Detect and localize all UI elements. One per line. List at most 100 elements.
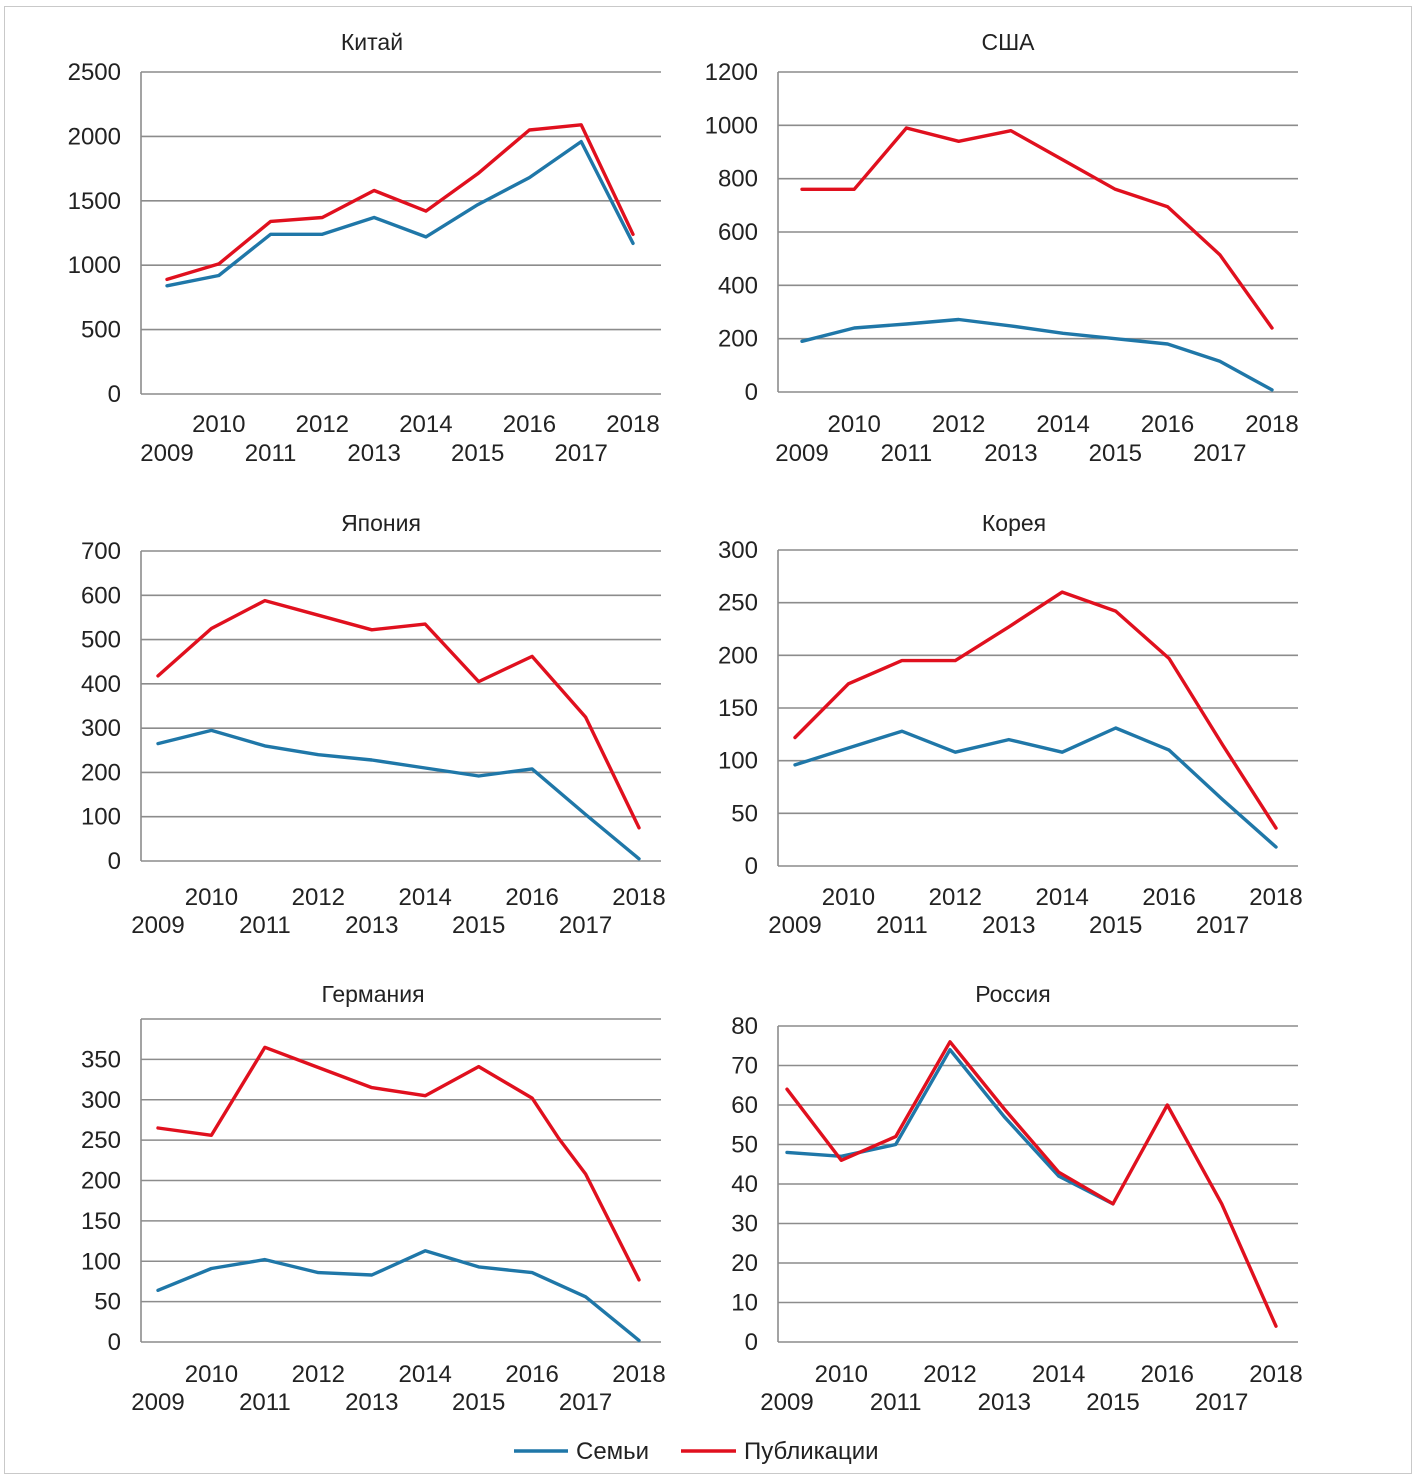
x-tick-label: 2011 xyxy=(881,440,933,467)
x-tick-label: 2018 xyxy=(1249,884,1302,911)
x-tick-label: 2010 xyxy=(192,411,245,438)
x-tick-label: 2014 xyxy=(1036,884,1089,911)
y-tick-label: 350 xyxy=(81,1046,121,1073)
x-tick-label: 2012 xyxy=(292,1361,345,1388)
series-line-families xyxy=(165,139,635,288)
figure-frame xyxy=(4,6,1412,1474)
y-tick-label: 500 xyxy=(81,627,121,654)
x-tick-label: 2016 xyxy=(503,411,556,438)
y-tick-label: 40 xyxy=(731,1171,758,1198)
x-tick-label: 2011 xyxy=(239,1389,291,1416)
chart-title: Германия xyxy=(321,981,424,1007)
y-tick-label: 150 xyxy=(718,695,758,722)
x-tick-label: 2017 xyxy=(1196,912,1249,939)
x-tick-label: 2012 xyxy=(923,1361,976,1388)
y-tick-label: 60 xyxy=(731,1092,758,1119)
x-tick-label: 2013 xyxy=(345,912,398,939)
chart-panel: США 0 200 400 600 800 1000 1200 2009201020112012… xyxy=(705,29,1299,467)
x-tick-label: 2012 xyxy=(929,884,982,911)
y-tick-label: 50 xyxy=(731,1132,758,1159)
chart-panel: Россия0102030405060708020092010201120122… xyxy=(731,981,1302,1416)
x-tick-label: 2009 xyxy=(760,1389,813,1416)
y-tick-label: 200 xyxy=(81,759,121,786)
x-tick-label: 2017 xyxy=(1195,1389,1248,1416)
y-tick-label: 200 xyxy=(718,326,758,353)
y-tick-label: 250 xyxy=(718,590,758,617)
chart-panel: Китай05001000150020002500200920102011201… xyxy=(68,29,661,467)
chart-title: Россия xyxy=(975,981,1050,1007)
x-tick-label: 2010 xyxy=(815,1361,868,1388)
y-tick-label: 300 xyxy=(718,537,758,564)
y-tick-label: 10 xyxy=(731,1290,758,1317)
x-tick-label: 2016 xyxy=(505,1361,558,1388)
x-tick-label: 2014 xyxy=(399,411,452,438)
chart-title: Китай xyxy=(341,29,403,55)
series-line-families xyxy=(793,726,1278,849)
x-tick-label: 2014 xyxy=(1036,411,1089,438)
y-tick-label: 150 xyxy=(81,1208,121,1235)
y-tick-label: 1000 xyxy=(705,112,758,139)
x-tick-label: 2018 xyxy=(1249,1361,1302,1388)
x-tick-label: 2010 xyxy=(822,884,875,911)
y-tick-label: 1500 xyxy=(68,188,121,215)
legend: Семьи Публикации xyxy=(514,1438,879,1465)
y-tick-label: 2000 xyxy=(68,123,121,150)
y-tick-label: 70 xyxy=(731,1053,758,1080)
x-tick-label: 2016 xyxy=(1141,411,1194,438)
x-tick-label: 2009 xyxy=(775,440,828,467)
y-tick-label: 100 xyxy=(81,804,121,831)
y-tick-label: 1000 xyxy=(68,252,121,279)
y-tick-label: 400 xyxy=(718,272,758,299)
x-tick-label: 2009 xyxy=(131,912,184,939)
series-line-publications xyxy=(800,126,1274,330)
y-tick-label: 0 xyxy=(108,1329,121,1356)
x-tick-label: 2013 xyxy=(345,1389,398,1416)
x-tick-label: 2012 xyxy=(292,884,345,911)
y-tick-label: 600 xyxy=(81,582,121,609)
x-tick-label: 2013 xyxy=(978,1389,1031,1416)
x-tick-label: 2016 xyxy=(1142,884,1195,911)
x-tick-label: 2018 xyxy=(1245,411,1298,438)
y-tick-label: 400 xyxy=(81,671,121,698)
x-tick-label: 2013 xyxy=(984,440,1037,467)
x-tick-label: 2012 xyxy=(932,411,985,438)
chart-title: Япония xyxy=(341,510,421,536)
x-tick-label: 2016 xyxy=(505,884,558,911)
y-tick-label: 0 xyxy=(745,1329,758,1356)
y-tick-label: 0 xyxy=(108,848,121,875)
x-tick-label: 2017 xyxy=(559,1389,612,1416)
x-tick-label: 2014 xyxy=(399,884,452,911)
chart-panel: Япония 0 100 200 300 400 500 600 700 200920102011… xyxy=(81,510,666,939)
y-tick-label: 250 xyxy=(81,1127,121,1154)
y-tick-label: 50 xyxy=(94,1289,121,1316)
x-tick-label: 2015 xyxy=(452,1389,505,1416)
x-tick-label: 2018 xyxy=(612,1361,665,1388)
series-line-families xyxy=(156,1249,641,1343)
y-tick-label: 500 xyxy=(81,317,121,344)
x-tick-label: 2018 xyxy=(606,411,659,438)
y-tick-label: 200 xyxy=(81,1168,121,1195)
series-line-families xyxy=(785,1048,1115,1206)
y-tick-label: 800 xyxy=(718,166,758,193)
x-tick-label: 2017 xyxy=(1193,440,1246,467)
series-line-publications xyxy=(156,1045,641,1282)
x-tick-label: 2011 xyxy=(245,440,297,467)
series-line-publications xyxy=(165,123,635,282)
y-tick-label: 600 xyxy=(718,219,758,246)
y-tick-label: 2500 xyxy=(68,59,121,86)
x-tick-label: 2012 xyxy=(296,411,349,438)
series-line-families xyxy=(156,728,641,861)
series-line-families xyxy=(800,317,1274,392)
x-tick-label: 2014 xyxy=(399,1361,452,1388)
x-tick-label: 2017 xyxy=(555,440,608,467)
chart-panel: Корея05010015020025030020092010201120122… xyxy=(718,510,1303,939)
x-tick-label: 2015 xyxy=(452,912,505,939)
x-tick-label: 2010 xyxy=(828,411,881,438)
x-tick-label: 2010 xyxy=(185,884,238,911)
x-tick-label: 2017 xyxy=(559,912,612,939)
chart-panel: Германия05010015020025030035020092010201… xyxy=(81,981,666,1416)
y-tick-label: 100 xyxy=(718,748,758,775)
y-tick-label: 100 xyxy=(81,1248,121,1275)
y-tick-label: 50 xyxy=(731,800,758,827)
x-tick-label: 2013 xyxy=(982,912,1035,939)
